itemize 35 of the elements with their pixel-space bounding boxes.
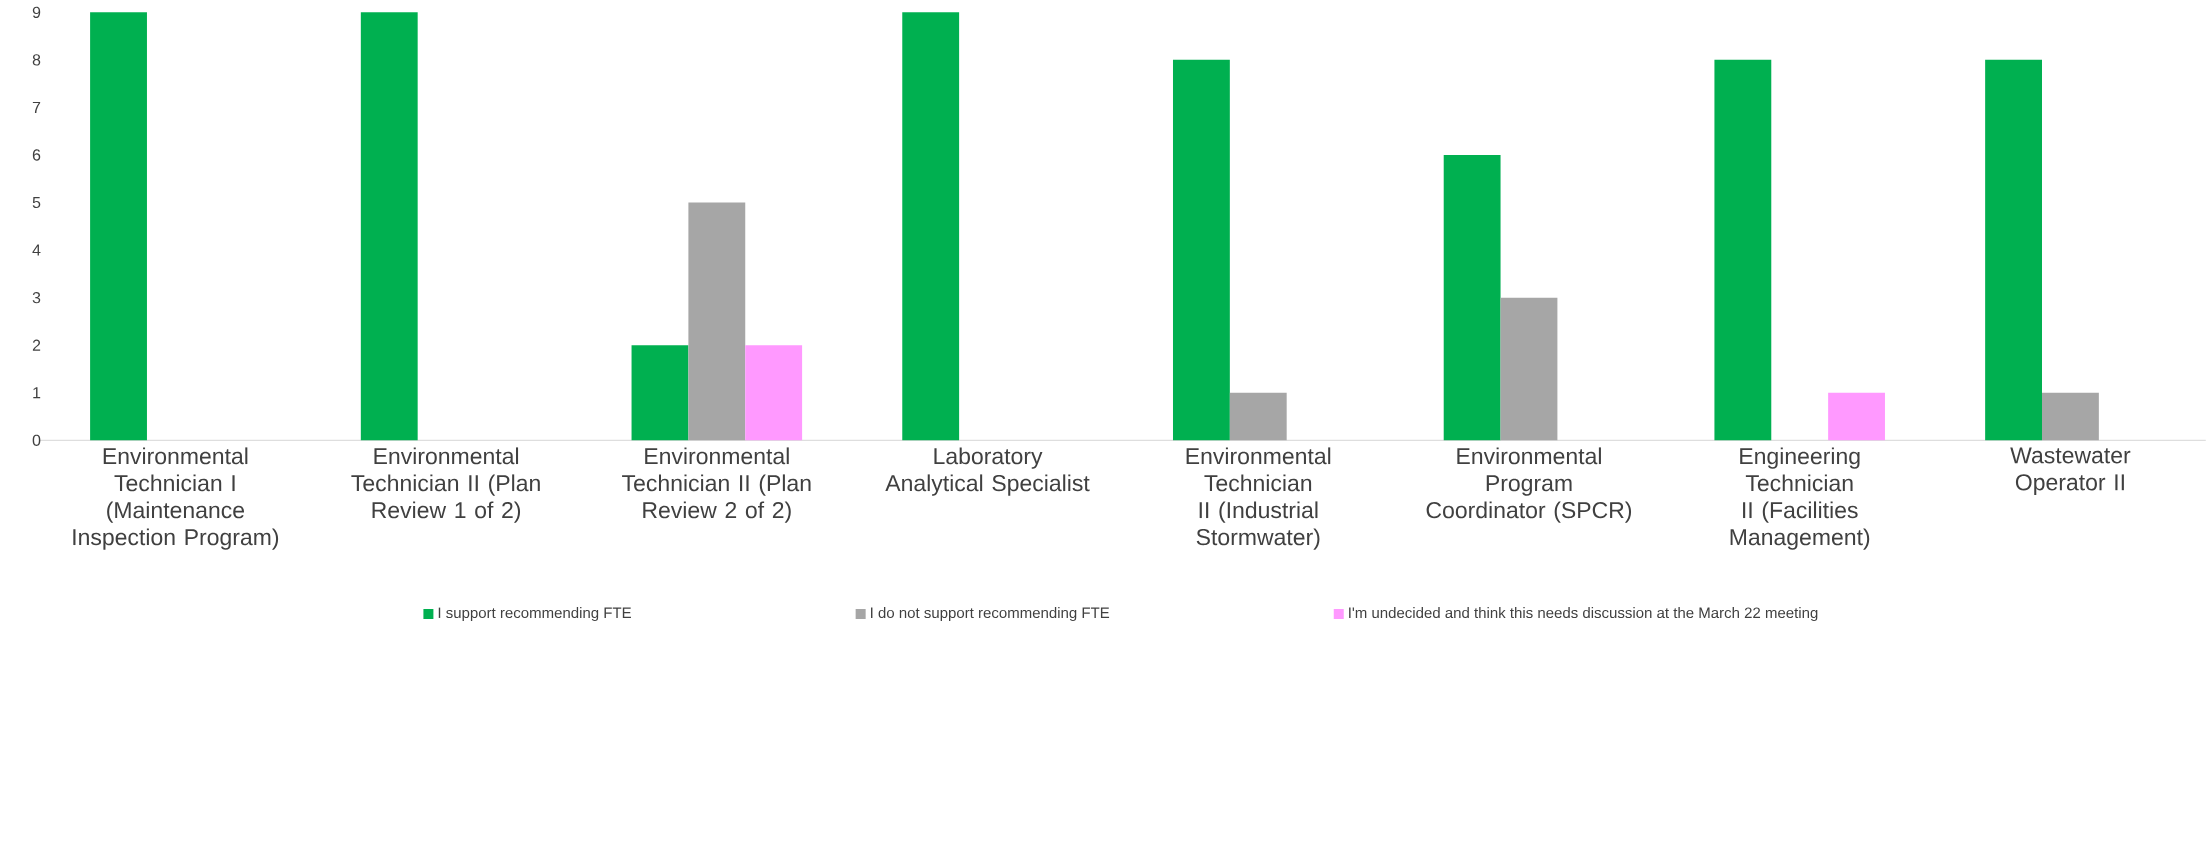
bar xyxy=(1714,59,1772,441)
y-tick-label: 5 xyxy=(32,196,41,208)
bar xyxy=(1229,392,1287,441)
bar xyxy=(1985,59,2042,441)
bar xyxy=(631,345,689,441)
x-tick-label: Wastewater Operator II xyxy=(2010,447,2131,495)
y-tick-label: 7 xyxy=(32,101,41,113)
x-tick-label: Environmental Technician II (Plan Review 2 of 2) xyxy=(622,447,811,523)
x-tick-label: Laboratory Analytical Specialist xyxy=(885,447,1090,496)
y-tick-label: 0 xyxy=(32,434,41,446)
bar xyxy=(745,345,803,441)
y-tick-label: 1 xyxy=(33,387,41,399)
bar xyxy=(90,12,147,441)
bar xyxy=(1828,392,1885,441)
bar xyxy=(688,202,746,441)
x-tick-label: Environmental Technician II (Industrial Stormwater) xyxy=(1186,447,1331,550)
y-tick-label: 9 xyxy=(32,6,41,18)
x-tick-label: Engineering Technician II (Facilities Management) xyxy=(1730,447,1870,550)
y-tick-label: 2 xyxy=(32,339,41,351)
bar xyxy=(902,12,960,441)
bar xyxy=(1172,59,1230,441)
legend-label: I'm undecided and think this needs discussion at the March 22 meeting xyxy=(1349,606,1818,621)
y-tick-label: 8 xyxy=(32,54,41,66)
x-tick-label: Environmental Program Coordinator (SPCR) xyxy=(1426,447,1632,523)
legend-label: I support recommending FTE xyxy=(438,606,631,621)
bar xyxy=(360,12,418,441)
y-tick-label: 4 xyxy=(32,244,41,256)
bar xyxy=(2042,392,2099,441)
x-tick-label: Environmental Technician II (Plan Review 1 of 2) xyxy=(351,447,540,523)
bar xyxy=(1443,154,1501,441)
y-tick-label: 6 xyxy=(32,149,41,161)
y-tick-label: 3 xyxy=(32,291,41,304)
bar xyxy=(1500,297,1558,441)
legend-label: I do not support recommending FTE xyxy=(871,606,1110,621)
x-tick-label: Environmental Technician I (Maintenance Inspection Program) xyxy=(73,447,279,550)
